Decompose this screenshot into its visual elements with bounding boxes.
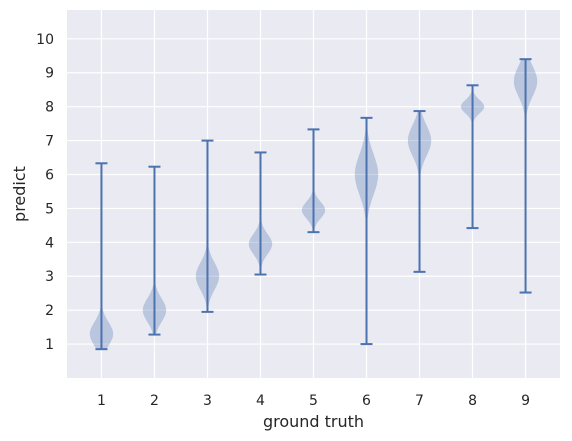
x-tick-labels: 1 2 3 4 5 6 7 8 9 <box>97 393 530 409</box>
x-tick-label: 3 <box>203 393 212 409</box>
y-tick-labels: 1 2 3 4 5 6 7 8 9 10 <box>36 32 54 353</box>
x-tick-label: 4 <box>256 393 265 409</box>
y-axis-label: predict <box>10 166 29 222</box>
x-tick-label: 1 <box>97 393 106 409</box>
y-tick-label: 10 <box>36 32 54 48</box>
x-tick-label: 9 <box>521 393 530 409</box>
x-tick-label: 8 <box>468 393 477 409</box>
y-tick-label: 6 <box>45 167 54 183</box>
x-tick-label: 6 <box>362 393 371 409</box>
x-tick-label: 7 <box>415 393 424 409</box>
x-tick-label: 2 <box>150 393 159 409</box>
y-tick-label: 2 <box>45 303 54 319</box>
y-tick-label: 7 <box>45 134 54 150</box>
x-tick-label: 5 <box>309 393 318 409</box>
x-axis-label: ground truth <box>263 412 364 431</box>
y-tick-label: 8 <box>45 100 54 116</box>
y-tick-label: 9 <box>45 66 54 82</box>
y-tick-label: 1 <box>45 337 54 353</box>
y-tick-label: 3 <box>45 269 54 285</box>
y-tick-label: 4 <box>45 235 54 251</box>
violins-group <box>89 58 538 351</box>
y-tick-label: 5 <box>45 201 54 217</box>
